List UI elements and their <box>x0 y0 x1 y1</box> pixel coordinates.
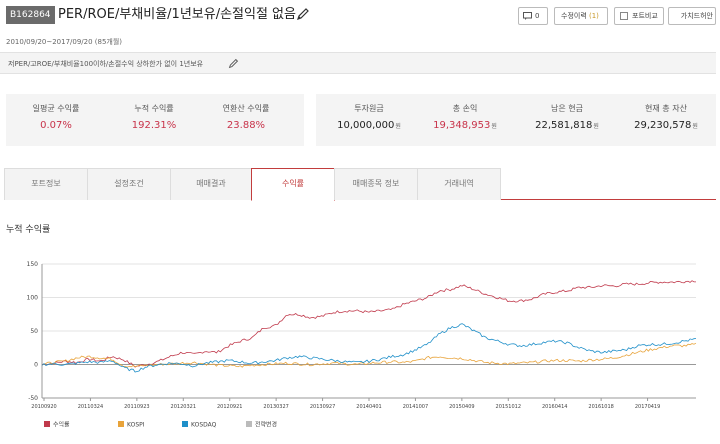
pencil-edit-icon[interactable] <box>296 7 310 21</box>
result-tabs: 포트정보 설정조건 매매결과 수익률 매매종목 정보 거래내역 <box>4 168 716 201</box>
legend-swatch <box>118 421 124 427</box>
stat-label-total-pnl: 총 손익 <box>452 104 478 113</box>
x-tick-label: 20120921 <box>217 404 242 410</box>
x-tick-label: 20151012 <box>496 404 521 410</box>
stat-value-total-pnl: 19,348,953원 <box>433 120 497 131</box>
like-button[interactable]: 0 <box>518 7 548 25</box>
tab-stock-info[interactable]: 매매종목 정보 <box>334 168 418 200</box>
x-tick-label: 20160414 <box>542 404 567 410</box>
x-tick-label: 20130327 <box>263 404 288 410</box>
stat-value-daily-return: 0.07% <box>40 120 72 131</box>
tab-trade-history[interactable]: 거래내역 <box>417 168 501 200</box>
edit-history-button[interactable]: 수정이력 (1) <box>554 7 608 25</box>
like-count: 0 <box>535 12 540 20</box>
stat-value-cumulative-return: 192.31% <box>131 120 177 131</box>
strategy-title: PER/ROE/부채비율/1년보유/손절익절 없음 <box>58 7 296 22</box>
backtest-period: 2010/09/20~2017/09/20 (85개월) <box>6 38 123 46</box>
x-tick-label: 20150409 <box>449 404 474 410</box>
x-tick-label: 20110923 <box>124 404 149 410</box>
edit-history-label: 수정이력 <box>561 12 587 20</box>
legend-label[interactable]: 전략변경 <box>255 421 277 429</box>
condition-bar: 저PER/고ROE/부채비율100이하/손절수익 상하한가 없이 1년보유 <box>0 52 716 74</box>
y-tick-label: 150 <box>27 261 39 268</box>
stat-label-annual-return: 연환산 수익률 <box>222 104 270 113</box>
stat-value-total-assets: 29,230,578원 <box>634 120 698 131</box>
x-tick-label: 20161018 <box>588 404 613 410</box>
pencil-edit-icon[interactable] <box>228 58 239 69</box>
stat-label-daily-return: 일평균 수익률 <box>32 104 80 113</box>
stat-value-annual-return: 23.88% <box>226 120 266 131</box>
legend-label[interactable]: 수익률 <box>53 421 70 429</box>
x-tick-label: 20100920 <box>31 404 56 410</box>
legend-swatch <box>44 421 50 427</box>
tab-settings[interactable]: 설정조건 <box>87 168 171 200</box>
value-guide-button[interactable]: 가치드허안 <box>668 7 716 25</box>
cumulative-return-chart: -50 0 50 100 150 20100920 20110324 20110923 2012… <box>27 261 697 429</box>
x-tick-label: 20170419 <box>635 404 660 410</box>
strategy-code-badge: B162864 <box>6 6 55 24</box>
series-line <box>41 280 696 368</box>
y-tick-label: -50 <box>28 395 38 402</box>
legend-swatch <box>182 421 188 427</box>
condition-text: 저PER/고ROE/부채비율100이하/손절수익 상하한가 없이 1년보유 <box>8 60 204 68</box>
strategy-header: B162864 PER/ROE/부채비율/1년보유/손절익절 없음 0 수정이력… <box>6 4 716 28</box>
y-tick-label: 50 <box>30 328 38 335</box>
legend-label[interactable]: KOSPI <box>127 422 145 429</box>
x-tick-label: 20110324 <box>78 404 103 410</box>
chart-title: 누적 수익률 <box>6 225 51 235</box>
tab-trade-results[interactable]: 매매결과 <box>170 168 252 200</box>
stat-label-remaining-cash: 남은 현금 <box>551 104 583 113</box>
y-tick-label: 100 <box>27 295 39 302</box>
portfolio-compare-label: 포트비교 <box>632 12 658 20</box>
series-line <box>41 323 697 373</box>
legend-label[interactable]: KOSDAQ <box>191 422 217 429</box>
stat-label-cumulative-return: 누적 수익률 <box>134 104 174 113</box>
chat-icon <box>523 12 532 20</box>
portfolio-compare-button[interactable]: 포트비교 <box>614 7 664 25</box>
tab-portfolio-info[interactable]: 포트정보 <box>4 168 88 200</box>
series-line <box>41 342 697 368</box>
edit-history-count: (1) <box>589 12 599 20</box>
x-tick-label: 20140401 <box>356 404 381 410</box>
return-stats-box: 일평균 수익률 0.07% 누적 수익률 192.31% 연환산 수익률 23.… <box>6 94 304 146</box>
x-tick-label: 20130927 <box>310 404 335 410</box>
x-tick-label: 20120321 <box>171 404 196 410</box>
asset-stats-box: 투자원금 10,000,000원 총 손익 19,348,953원 남은 현금 … <box>316 94 716 146</box>
stat-label-total-assets: 현재 총 자산 <box>645 104 687 113</box>
y-tick-label: 0 <box>34 362 38 369</box>
stat-value-remaining-cash: 22,581,818원 <box>535 120 599 131</box>
tab-returns[interactable]: 수익률 <box>251 168 335 201</box>
stat-label-principal: 투자원금 <box>354 104 384 113</box>
legend-swatch <box>246 421 252 427</box>
stat-value-principal: 10,000,000원 <box>337 120 401 131</box>
portfolio-compare-checkbox[interactable] <box>620 12 628 20</box>
x-tick-label: 20141007 <box>403 404 428 410</box>
